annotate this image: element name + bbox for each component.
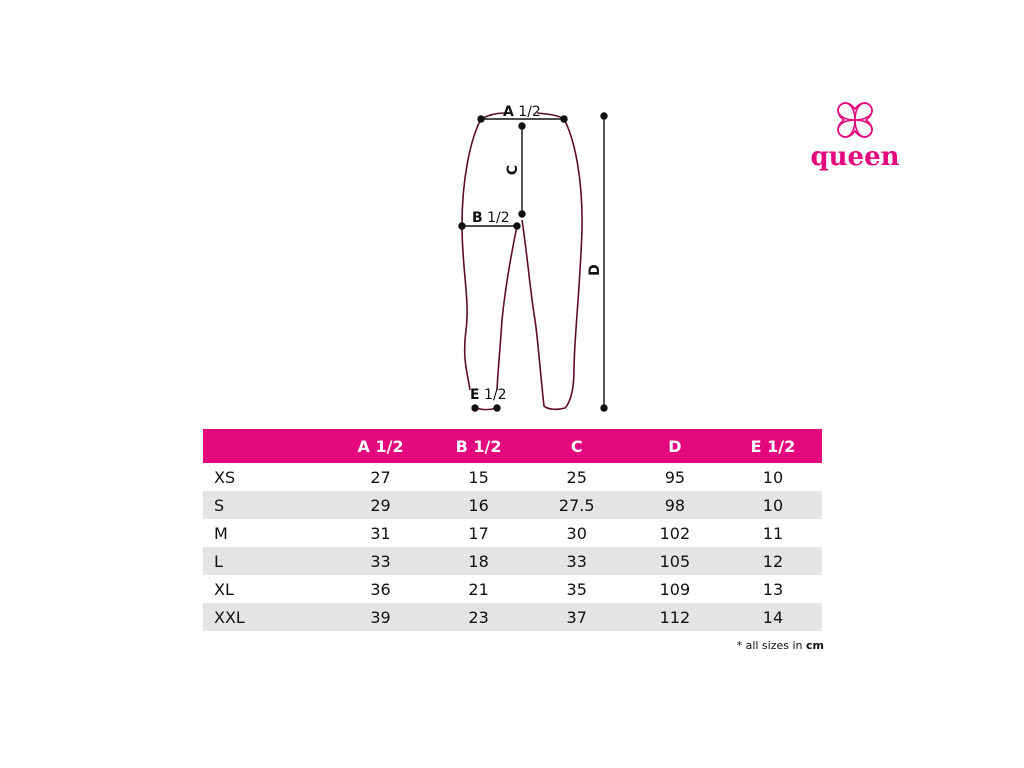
measurement-cell: 39 bbox=[331, 603, 430, 631]
measurement-cell: 30 bbox=[566, 523, 587, 543]
measurement-cell: 105 bbox=[625, 547, 724, 575]
column-header-b: B 1/2 bbox=[429, 429, 528, 463]
measurement-cell: 36 bbox=[370, 579, 391, 599]
measurement-lines bbox=[458, 112, 608, 412]
measurement-cell: 14 bbox=[723, 603, 822, 631]
svg-text:queen: queen bbox=[810, 142, 899, 172]
column-header-d: D bbox=[625, 429, 724, 463]
measurement-cell: 16 bbox=[429, 491, 528, 519]
size-label: L bbox=[203, 547, 332, 575]
column-header-a: A 1/2 bbox=[331, 429, 430, 463]
measurement-cell: 109 bbox=[659, 579, 691, 599]
size-label: S bbox=[203, 491, 332, 519]
column-header-c: C bbox=[527, 429, 626, 463]
measurement-cell: 12 bbox=[723, 547, 822, 575]
table-row: XL 36 21 35 109 13 bbox=[203, 575, 822, 603]
measurement-cell: 29 bbox=[331, 491, 430, 519]
measurement-cell: 98 bbox=[625, 491, 724, 519]
measurement-cell: 33 bbox=[527, 547, 626, 575]
units-note-unit: cm bbox=[806, 639, 824, 652]
units-note: * all sizes in cm bbox=[737, 639, 824, 652]
measurement-cell: 95 bbox=[664, 467, 686, 487]
measurement-cell: 27 bbox=[370, 467, 391, 487]
leggings-measurement-diagram: A 1/2 C B 1/2 D E 1/2 bbox=[458, 104, 608, 412]
queen-logo: queen bbox=[805, 95, 905, 175]
measurement-cell: 25 bbox=[566, 467, 587, 487]
table-row: XS 27 15 25 95 10 bbox=[203, 463, 822, 491]
measurement-cell: 33 bbox=[331, 547, 430, 575]
clover-hearts-icon: queen bbox=[810, 102, 900, 172]
table-row: S 29 16 27.5 98 10 bbox=[203, 491, 822, 519]
size-label: XL bbox=[214, 579, 234, 599]
measurement-cell: 13 bbox=[762, 579, 784, 599]
measurement-cell: 11 bbox=[762, 523, 784, 543]
table-row: XXL 39 23 37 112 14 bbox=[203, 603, 822, 631]
table-header-row: A 1/2 B 1/2 C D E 1/2 bbox=[203, 429, 822, 463]
measurement-cell: 35 bbox=[566, 579, 587, 599]
measurement-cell: 37 bbox=[527, 603, 626, 631]
units-note-prefix: * all sizes in bbox=[736, 639, 803, 652]
size-label: XXL bbox=[203, 603, 332, 631]
size-label: M bbox=[214, 523, 228, 543]
measurement-cell: 17 bbox=[468, 523, 489, 543]
measurement-cell: 27.5 bbox=[527, 491, 626, 519]
size-chart-table: A 1/2 B 1/2 C D E 1/2 XS 27 15 25 95 10 S 29 16 2… bbox=[203, 429, 822, 631]
size-label: XS bbox=[214, 467, 236, 487]
table-row: M 31 17 30 102 11 bbox=[203, 519, 822, 547]
measurement-cell: 112 bbox=[625, 603, 724, 631]
measurement-cell: 102 bbox=[659, 523, 691, 543]
measurement-cell: 10 bbox=[723, 491, 822, 519]
label-a: A 1/2 bbox=[503, 104, 541, 120]
measurement-cell: 23 bbox=[429, 603, 528, 631]
measurement-cell: 18 bbox=[429, 547, 528, 575]
label-d: D bbox=[587, 264, 603, 276]
label-c: C bbox=[505, 165, 521, 175]
measurement-cell: 15 bbox=[468, 467, 489, 487]
measurement-cell: 21 bbox=[468, 579, 489, 599]
column-header-size bbox=[203, 429, 332, 463]
label-b: B 1/2 bbox=[472, 210, 510, 226]
label-e: E 1/2 bbox=[470, 387, 507, 403]
table-row: L 33 18 33 105 12 bbox=[203, 547, 822, 575]
measurement-cell: 10 bbox=[762, 467, 784, 487]
column-header-e: E 1/2 bbox=[723, 429, 822, 463]
measurement-cell: 31 bbox=[370, 523, 391, 543]
